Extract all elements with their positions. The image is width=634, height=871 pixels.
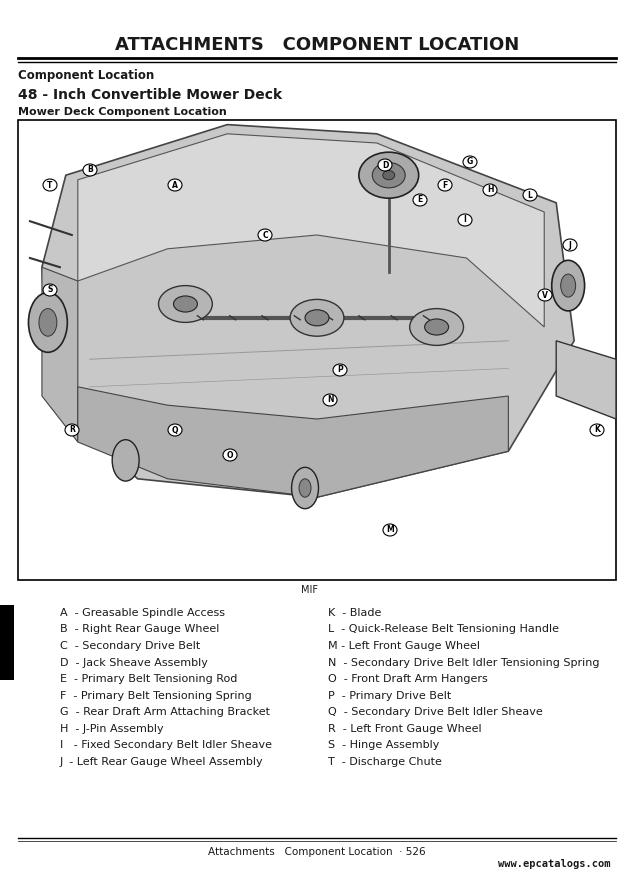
Text: B  - Right Rear Gauge Wheel: B - Right Rear Gauge Wheel (60, 625, 219, 634)
Ellipse shape (538, 289, 552, 301)
Ellipse shape (483, 184, 497, 196)
Ellipse shape (29, 293, 67, 352)
Text: D  - Jack Sheave Assembly: D - Jack Sheave Assembly (60, 658, 208, 667)
Text: www.epcatalogs.com: www.epcatalogs.com (498, 859, 610, 869)
Text: R: R (69, 426, 75, 435)
Polygon shape (42, 125, 574, 497)
Ellipse shape (174, 296, 197, 312)
Ellipse shape (552, 260, 585, 311)
Text: Mower Deck Component Location: Mower Deck Component Location (18, 107, 227, 117)
Ellipse shape (299, 479, 311, 497)
Text: K: K (594, 426, 600, 435)
Text: T: T (48, 180, 53, 190)
Ellipse shape (168, 179, 182, 191)
Text: B: B (87, 165, 93, 174)
Ellipse shape (458, 214, 472, 226)
Text: Q  - Secondary Drive Belt Idler Sheave: Q - Secondary Drive Belt Idler Sheave (328, 707, 543, 717)
Ellipse shape (39, 308, 57, 336)
Text: F  - Primary Belt Tensioning Spring: F - Primary Belt Tensioning Spring (60, 691, 252, 700)
Ellipse shape (523, 189, 537, 201)
Ellipse shape (112, 440, 139, 481)
Text: F: F (443, 180, 448, 190)
Text: O: O (227, 450, 233, 460)
Text: G: G (467, 158, 473, 166)
Text: J: J (569, 240, 571, 249)
Ellipse shape (43, 179, 57, 191)
Text: E: E (417, 195, 423, 205)
Ellipse shape (65, 424, 79, 436)
Text: E  - Primary Belt Tensioning Rod: E - Primary Belt Tensioning Rod (60, 674, 237, 684)
Ellipse shape (168, 424, 182, 436)
Ellipse shape (372, 163, 405, 188)
Ellipse shape (560, 274, 576, 297)
Bar (18, 120, 616, 580)
Ellipse shape (359, 152, 418, 199)
Polygon shape (556, 341, 616, 419)
Text: N  - Secondary Drive Belt Idler Tensioning Spring: N - Secondary Drive Belt Idler Tensionin… (328, 658, 600, 667)
Text: S: S (48, 286, 53, 294)
Text: K  - Blade: K - Blade (328, 608, 382, 618)
Text: V: V (542, 291, 548, 300)
Text: M - Left Front Gauge Wheel: M - Left Front Gauge Wheel (328, 641, 480, 651)
Polygon shape (78, 134, 544, 327)
Ellipse shape (383, 524, 397, 536)
Ellipse shape (290, 300, 344, 336)
Ellipse shape (563, 239, 577, 251)
Text: H  - J-Pin Assembly: H - J-Pin Assembly (60, 724, 164, 733)
Text: MIF: MIF (302, 585, 318, 595)
Bar (0, 605, 14, 680)
Text: S  - Hinge Assembly: S - Hinge Assembly (328, 740, 439, 750)
Ellipse shape (323, 394, 337, 406)
Ellipse shape (425, 319, 449, 335)
Text: C: C (262, 231, 268, 240)
Text: P: P (337, 366, 343, 375)
Text: I: I (463, 215, 467, 225)
Text: A: A (172, 180, 178, 190)
Text: Component Location: Component Location (18, 70, 154, 83)
Text: G  - Rear Draft Arm Attaching Bracket: G - Rear Draft Arm Attaching Bracket (60, 707, 270, 717)
Ellipse shape (438, 179, 452, 191)
Text: ATTACHMENTS   COMPONENT LOCATION: ATTACHMENTS COMPONENT LOCATION (115, 36, 519, 54)
Text: Q: Q (172, 426, 178, 435)
Text: T  - Discharge Chute: T - Discharge Chute (328, 757, 442, 766)
Text: M: M (386, 525, 394, 535)
Text: L: L (527, 191, 533, 199)
Text: I   - Fixed Secondary Belt Idler Sheave: I - Fixed Secondary Belt Idler Sheave (60, 740, 272, 750)
Ellipse shape (83, 164, 97, 176)
Text: R  - Left Front Gauge Wheel: R - Left Front Gauge Wheel (328, 724, 482, 733)
Text: J  - Left Rear Gauge Wheel Assembly: J - Left Rear Gauge Wheel Assembly (60, 757, 264, 766)
Ellipse shape (223, 449, 237, 461)
Polygon shape (42, 267, 78, 442)
Ellipse shape (43, 284, 57, 296)
Ellipse shape (383, 171, 395, 179)
Text: N: N (327, 395, 333, 404)
Ellipse shape (463, 156, 477, 168)
Ellipse shape (333, 364, 347, 376)
Ellipse shape (410, 308, 463, 346)
Ellipse shape (590, 424, 604, 436)
Polygon shape (78, 387, 508, 497)
Text: Attachments   Component Location  · 526: Attachments Component Location · 526 (208, 847, 426, 857)
Text: 48 - Inch Convertible Mower Deck: 48 - Inch Convertible Mower Deck (18, 88, 282, 102)
Ellipse shape (258, 229, 272, 241)
Ellipse shape (158, 286, 212, 322)
Ellipse shape (413, 194, 427, 206)
Text: C  - Secondary Drive Belt: C - Secondary Drive Belt (60, 641, 200, 651)
Text: D: D (382, 160, 388, 170)
Text: H: H (487, 186, 493, 194)
Ellipse shape (378, 159, 392, 171)
Text: O  - Front Draft Arm Hangers: O - Front Draft Arm Hangers (328, 674, 488, 684)
Ellipse shape (292, 468, 318, 509)
Text: L  - Quick-Release Belt Tensioning Handle: L - Quick-Release Belt Tensioning Handle (328, 625, 559, 634)
Ellipse shape (305, 310, 329, 326)
Text: P  - Primary Drive Belt: P - Primary Drive Belt (328, 691, 451, 700)
Text: A  - Greasable Spindle Access: A - Greasable Spindle Access (60, 608, 225, 618)
